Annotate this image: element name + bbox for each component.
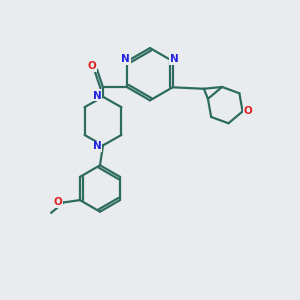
Text: O: O bbox=[87, 61, 96, 71]
Text: N: N bbox=[93, 91, 101, 101]
Text: N: N bbox=[93, 141, 101, 151]
Text: O: O bbox=[54, 197, 63, 208]
Text: N: N bbox=[170, 54, 178, 64]
Text: O: O bbox=[244, 106, 252, 116]
Text: N: N bbox=[122, 54, 130, 64]
